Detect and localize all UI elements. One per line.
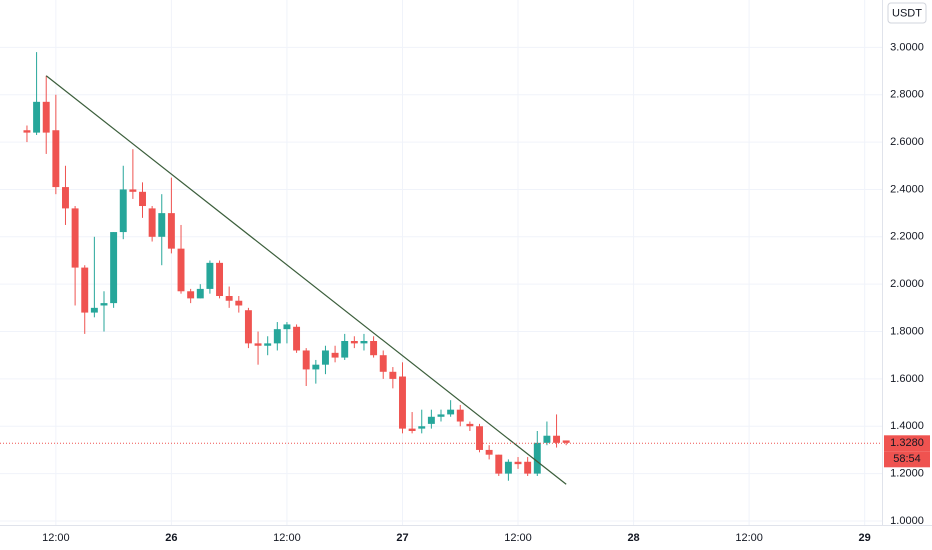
last-price-box [884, 435, 930, 452]
candle-body [264, 343, 272, 346]
candle-body [119, 189, 127, 233]
currency-box[interactable] [887, 2, 927, 24]
candle-body [533, 442, 541, 474]
y-tick-label: 2.8000 [890, 89, 924, 101]
candle-body [408, 428, 416, 431]
x-tick-label: 27 [396, 532, 408, 544]
candle-body [100, 303, 108, 306]
x-tick-label: 29 [859, 532, 871, 544]
candle-body [389, 371, 397, 379]
last-price-label: 1.3280 [890, 437, 924, 449]
y-tick-label: 2.6000 [890, 136, 924, 148]
y-tick-label: 1.2000 [890, 468, 924, 480]
candle-body [437, 414, 445, 417]
candle-body [177, 248, 185, 292]
candle-body [42, 101, 50, 133]
candle-body [196, 288, 204, 299]
candle-body [360, 341, 368, 344]
candle-body [71, 208, 79, 268]
candle-body [225, 296, 233, 301]
candle-body [495, 454, 503, 474]
candle-body [504, 461, 512, 474]
candle-body [273, 329, 281, 344]
x-tick-label: 12:00 [273, 532, 301, 544]
x-tick-label: 12:00 [504, 532, 532, 544]
candle-body [476, 426, 483, 450]
y-tick-label: 3.0000 [890, 41, 924, 53]
candle-body [370, 341, 378, 356]
candle-body [110, 232, 118, 304]
candle-body [302, 350, 310, 370]
countdown-box [884, 451, 930, 468]
candle-body [514, 461, 522, 465]
candle-body [553, 435, 561, 443]
y-tick-label: 1.0000 [890, 515, 924, 527]
candle-body [167, 213, 175, 249]
candle-body [81, 267, 89, 313]
candle-body [379, 355, 387, 372]
candle-body [158, 213, 166, 237]
candle-body [427, 416, 435, 424]
y-tick-label: 2.0000 [890, 278, 924, 290]
candle-body [244, 310, 252, 344]
y-tick-label: 2.4000 [890, 183, 924, 195]
candle-body [341, 341, 349, 358]
candle-body [524, 461, 532, 474]
candle-body [235, 300, 243, 306]
candle-body [399, 376, 406, 429]
y-tick-label: 1.4000 [890, 420, 924, 432]
candle-body [90, 307, 98, 313]
candle-body [216, 262, 224, 297]
candle-body [148, 208, 156, 237]
candle-body [293, 326, 301, 351]
candle-body [543, 435, 551, 443]
candle-body [312, 364, 320, 370]
y-tick-label: 1.8000 [890, 325, 924, 337]
countdown-label: 58:54 [893, 453, 921, 465]
x-tick-label: 28 [627, 532, 639, 544]
candle-body [187, 291, 195, 299]
candle-body [206, 262, 214, 289]
candle-body [129, 189, 137, 192]
candle-body [283, 324, 291, 330]
candle-body [456, 409, 464, 422]
candle-body [254, 343, 262, 346]
candle-body [23, 130, 31, 133]
candle-body [52, 130, 60, 188]
candle-body [466, 423, 474, 427]
trendline [45, 75, 567, 485]
x-tick-label: 26 [165, 532, 177, 544]
candle-body [62, 187, 69, 209]
y-tick-label: 1.6000 [890, 373, 924, 385]
candle-body [321, 350, 329, 365]
candle-body [350, 341, 358, 344]
candle-body [418, 426, 426, 429]
currency-label: USDT [892, 7, 922, 19]
candle-body [485, 449, 493, 455]
candle-body [447, 409, 455, 415]
candle-body [33, 101, 41, 133]
x-tick-label: 12:00 [735, 532, 763, 544]
candle-body [139, 191, 146, 207]
x-tick-label: 12:00 [42, 532, 70, 544]
y-tick-label: 2.2000 [890, 231, 924, 243]
candle-body [331, 352, 339, 358]
candle-body [562, 440, 570, 443]
